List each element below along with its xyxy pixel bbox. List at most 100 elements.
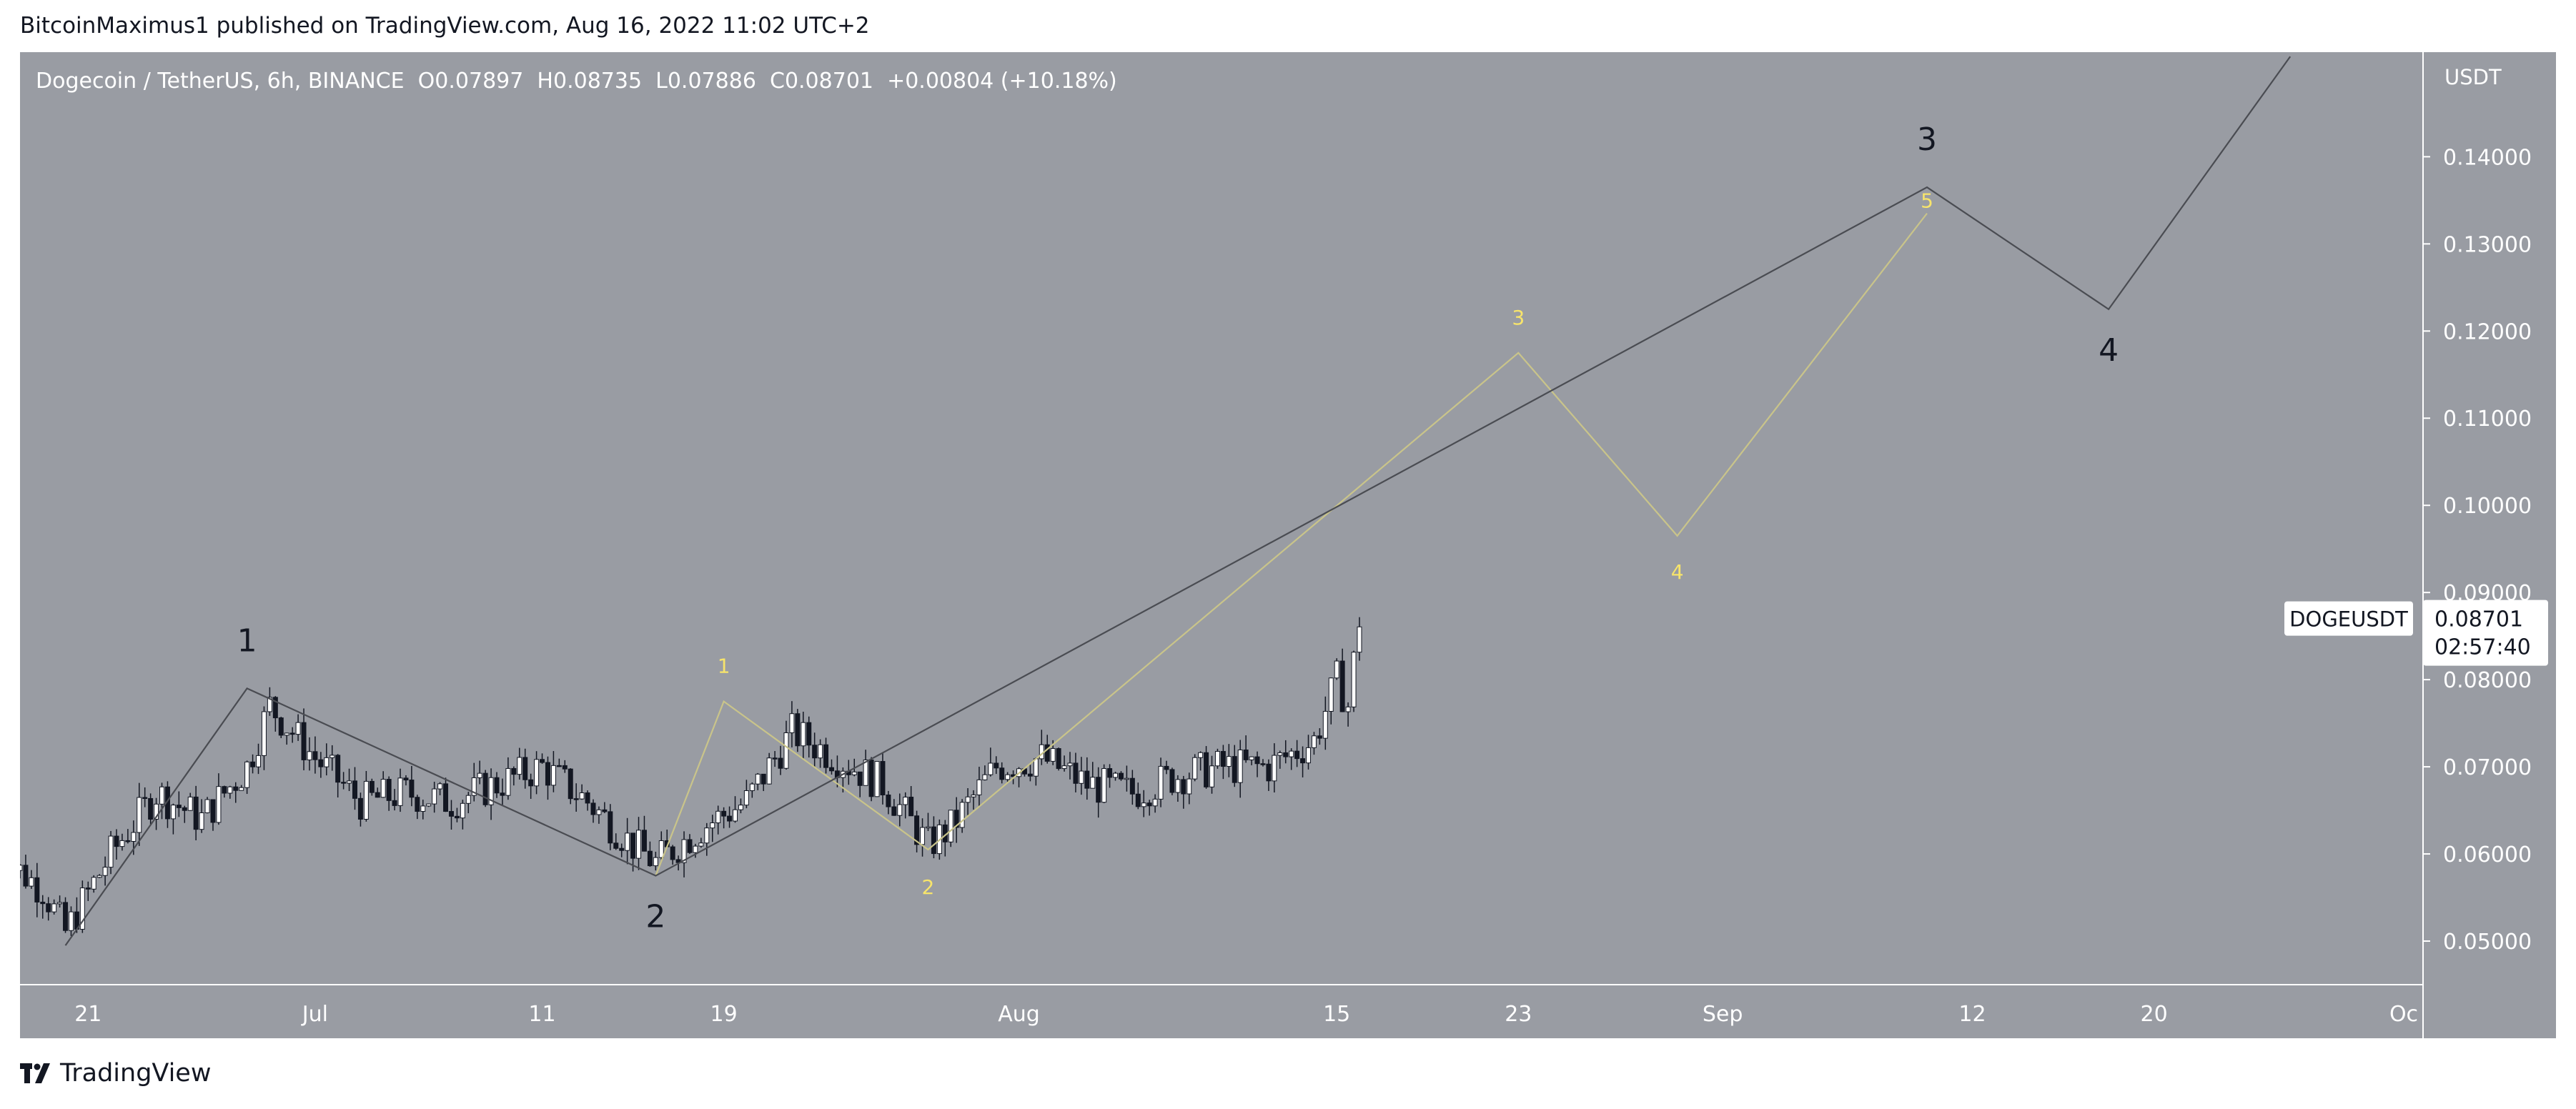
candle-up bbox=[380, 779, 386, 798]
candle-down bbox=[301, 722, 307, 760]
candle-up bbox=[1192, 757, 1198, 780]
candle-up bbox=[1141, 802, 1146, 807]
footer-brand-text: TradingView bbox=[60, 1059, 212, 1088]
candle-up bbox=[715, 810, 721, 824]
candle-up bbox=[801, 722, 806, 747]
candle-up bbox=[20, 865, 23, 871]
candle-down bbox=[562, 765, 568, 770]
candle-up bbox=[284, 732, 289, 736]
candle-down bbox=[1283, 752, 1289, 757]
candle-up bbox=[307, 751, 312, 760]
candle-down bbox=[511, 767, 517, 775]
change-value: +0.00804 (+10.18%) bbox=[887, 69, 1117, 94]
candle-up bbox=[1158, 765, 1164, 800]
high-label: H bbox=[537, 69, 553, 94]
candle-down bbox=[772, 757, 778, 760]
wave-label-yellow: 4 bbox=[1671, 560, 1684, 584]
candle-down bbox=[670, 846, 675, 860]
projection-yellow-wave bbox=[655, 212, 1928, 876]
candle-down bbox=[568, 768, 573, 800]
candle-down bbox=[641, 830, 647, 852]
symbol-legend: Dogecoin / TetherUS, 6h, BINANCE O0.0789… bbox=[36, 69, 1117, 94]
candle-down bbox=[602, 809, 608, 812]
candle-up bbox=[244, 761, 250, 788]
candle-down bbox=[1266, 763, 1272, 782]
candle-up bbox=[505, 767, 511, 796]
candle-down bbox=[415, 797, 420, 812]
candle-up bbox=[1249, 756, 1254, 760]
candle-up bbox=[57, 902, 63, 905]
ticker-tag-label: DOGEUSDT bbox=[2289, 607, 2408, 632]
candle-down bbox=[590, 802, 596, 815]
wave-label-black: 3 bbox=[1917, 121, 1937, 158]
candle-down bbox=[1169, 769, 1175, 793]
candle-down bbox=[823, 744, 829, 768]
candle-up bbox=[119, 840, 125, 847]
candle-down bbox=[908, 797, 914, 817]
candle-up bbox=[51, 903, 57, 912]
candle-up bbox=[959, 802, 965, 828]
candle-up bbox=[1322, 710, 1328, 739]
candle-down bbox=[721, 810, 727, 817]
candle-up bbox=[420, 805, 426, 812]
candle-up bbox=[330, 755, 335, 758]
y-tick-label: 0.12000 bbox=[2443, 319, 2532, 344]
chart-area[interactable]: USDT 0.14000 0.13000 0.12000 0.11000 0.10000 0… bbox=[20, 52, 2556, 1038]
candle-up bbox=[1090, 777, 1096, 789]
footer-brand[interactable]: TradingView bbox=[20, 1059, 211, 1088]
candle-down bbox=[1073, 762, 1079, 784]
candle-down bbox=[1294, 750, 1300, 760]
candle-down bbox=[176, 805, 182, 808]
candle-up bbox=[948, 810, 953, 842]
candle-up bbox=[102, 867, 108, 876]
candle-down bbox=[953, 810, 959, 828]
candle-down bbox=[1181, 779, 1187, 795]
candle-down bbox=[619, 847, 625, 851]
x-tick-label: 20 bbox=[2141, 1002, 2168, 1027]
candle-up bbox=[517, 757, 522, 775]
candle-up bbox=[749, 783, 755, 792]
candle-down bbox=[272, 697, 278, 719]
candle-up bbox=[261, 711, 267, 756]
candle-up bbox=[471, 777, 477, 796]
candle-down bbox=[880, 761, 886, 795]
candles bbox=[20, 617, 1362, 936]
y-tick-label: 0.10000 bbox=[2443, 494, 2532, 519]
candle-down bbox=[1135, 793, 1141, 807]
candle-down bbox=[289, 732, 295, 735]
candle-down bbox=[931, 826, 936, 855]
candle-down bbox=[795, 713, 801, 747]
candle-up bbox=[965, 796, 971, 803]
y-tick-label: 0.07000 bbox=[2443, 755, 2532, 780]
candle-up bbox=[137, 797, 142, 833]
candle-up bbox=[971, 794, 976, 797]
candle-down bbox=[630, 832, 636, 859]
candle-up bbox=[426, 803, 432, 807]
projection-black-wave bbox=[64, 56, 2292, 946]
candle-down bbox=[494, 777, 500, 794]
candle-up bbox=[68, 911, 74, 931]
price-tag-countdown: 02:57:40 bbox=[2434, 635, 2531, 660]
candle-up bbox=[295, 722, 301, 735]
candle-down bbox=[125, 840, 131, 842]
candle-up bbox=[1305, 747, 1311, 764]
candle-up bbox=[488, 777, 494, 805]
wave-label-yellow: 2 bbox=[922, 875, 935, 899]
candle-up bbox=[738, 805, 743, 810]
x-tick-label: 19 bbox=[710, 1002, 738, 1027]
candle-up bbox=[755, 773, 761, 785]
candle-up bbox=[96, 875, 102, 878]
candle-down bbox=[403, 777, 409, 781]
candle-down bbox=[357, 797, 363, 820]
candle-up bbox=[925, 826, 931, 829]
candle-down bbox=[1146, 802, 1152, 807]
candle-up bbox=[766, 757, 772, 785]
x-tick-label: 12 bbox=[1958, 1002, 1986, 1027]
wave-label-yellow: 5 bbox=[1921, 189, 1933, 213]
symbol-label: Dogecoin / TetherUS, 6h, BINANCE bbox=[36, 69, 405, 94]
candle-up bbox=[199, 812, 204, 830]
candle-down bbox=[528, 779, 534, 787]
wave-label-black: 1 bbox=[237, 622, 257, 659]
candle-down bbox=[886, 794, 891, 807]
price-chart[interactable]: USDT 0.14000 0.13000 0.12000 0.11000 0.10000 0… bbox=[20, 52, 2556, 1038]
